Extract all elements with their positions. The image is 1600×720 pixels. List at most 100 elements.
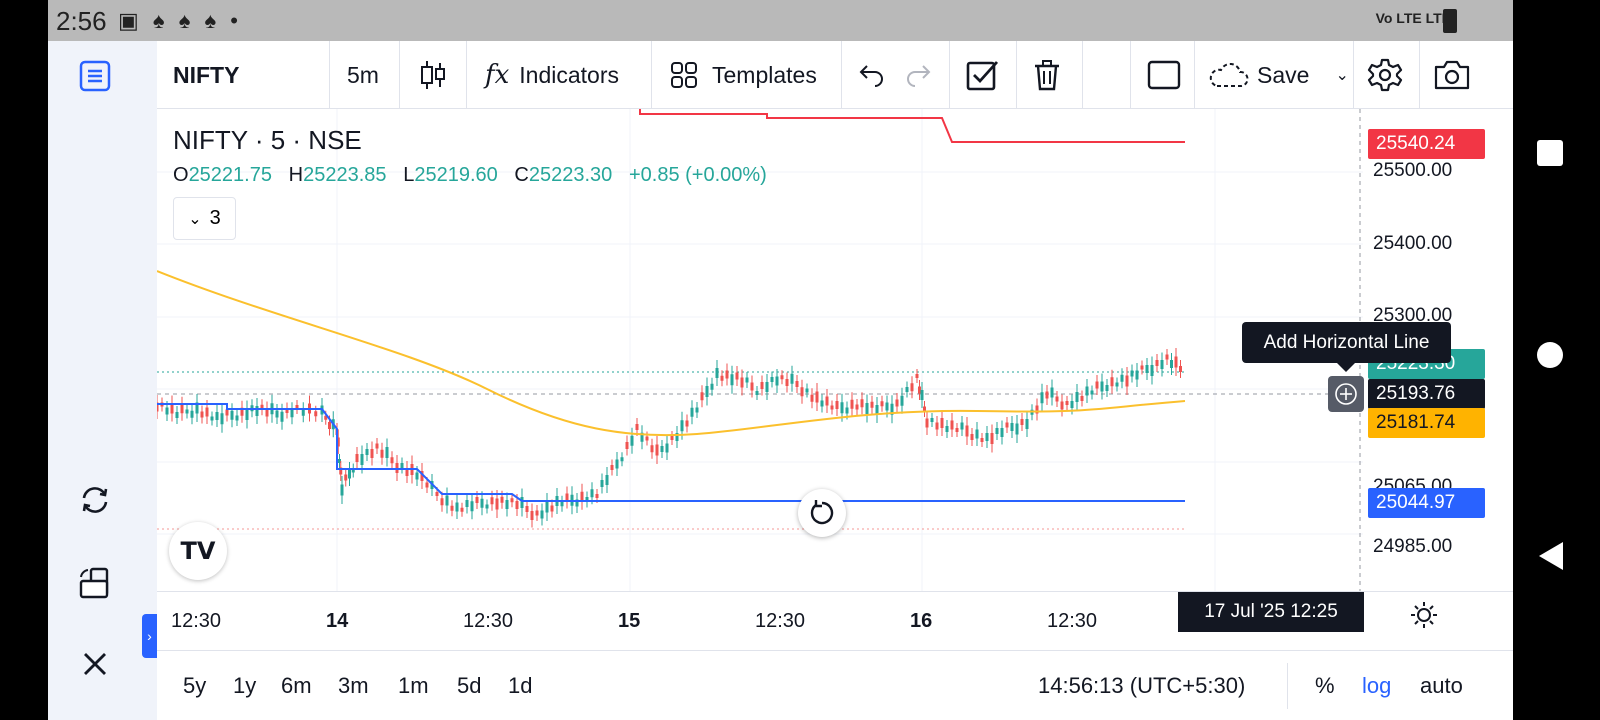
candle-body	[585, 497, 589, 502]
candle-body	[290, 409, 294, 418]
chart-area[interactable]: NIFTY · 5 · NSE O25221.75 H25223.85 L252…	[157, 109, 1513, 650]
candle-body	[260, 404, 264, 410]
candle-body	[1005, 422, 1009, 428]
undo-icon	[859, 65, 883, 87]
rotate-screen-button[interactable]	[70, 558, 120, 608]
candle-body	[895, 399, 899, 407]
candle-body	[255, 406, 259, 416]
symbol-search-button[interactable]: NIFTY	[173, 41, 239, 109]
save-button[interactable]: Save ⌄	[1207, 41, 1349, 109]
candle-body	[465, 500, 469, 507]
candle-body	[935, 422, 939, 430]
plus-circle-icon	[1335, 383, 1357, 405]
candle-body	[1075, 392, 1079, 402]
price-chart[interactable]	[157, 109, 1513, 591]
candle-body	[945, 426, 949, 432]
square-icon	[1147, 60, 1181, 90]
candle-body	[525, 506, 529, 512]
add-horizontal-line-button[interactable]	[1328, 376, 1364, 412]
range-1d[interactable]: 1d	[508, 673, 533, 698]
candle-body	[185, 409, 189, 414]
open-value: 25221.75	[188, 164, 272, 186]
candle-body	[1174, 356, 1178, 368]
candle-body	[600, 480, 604, 487]
battery-icon	[1443, 9, 1457, 33]
candle-body	[339, 467, 343, 475]
candle-body	[314, 411, 318, 417]
time-axis[interactable]: 12:30 14 12:30 15 12:30 16 12:30 17 Jul …	[157, 591, 1513, 650]
menu-button[interactable]	[70, 51, 120, 101]
undo-button[interactable]	[857, 41, 885, 109]
fullscreen-button[interactable]	[1147, 41, 1181, 109]
select-drawing-button[interactable]	[965, 41, 999, 109]
candle-body	[1130, 370, 1134, 377]
range-1y[interactable]: 1y	[233, 673, 257, 698]
rotate-screen-icon	[79, 567, 109, 599]
candle-body	[1135, 370, 1139, 380]
candle-body	[885, 402, 889, 411]
candle-body	[1040, 392, 1044, 404]
auto-toggle[interactable]: auto	[1420, 673, 1463, 698]
add-horizontal-line-tooltip: Add Horizontal Line	[1242, 322, 1451, 363]
sync-button[interactable]	[70, 475, 120, 525]
range-3m[interactable]: 3m	[338, 673, 369, 698]
settings-button[interactable]	[1367, 41, 1403, 109]
clock-timezone[interactable]: 14:56:13 (UTC+5:30)	[1038, 673, 1246, 698]
time-label: 16	[910, 610, 933, 632]
range-5d[interactable]: 5d	[457, 673, 482, 698]
candle-body	[1035, 405, 1039, 414]
price-label: 25300.00	[1373, 305, 1453, 326]
candle-body	[328, 422, 331, 429]
indicators-button[interactable]: fx Indicators	[485, 41, 619, 109]
range-6m[interactable]: 6m	[281, 673, 312, 698]
range-1m[interactable]: 1m	[398, 673, 429, 698]
close-button[interactable]	[70, 639, 120, 689]
candle-body	[615, 459, 619, 469]
interval-button[interactable]: 5m	[347, 41, 379, 109]
redo-button[interactable]	[905, 41, 933, 109]
time-label: 15	[618, 610, 641, 632]
candle-body	[965, 425, 969, 437]
candle-body	[720, 375, 724, 381]
candle-body	[295, 405, 299, 409]
candle-body	[170, 403, 174, 414]
candle-body	[955, 428, 959, 432]
axis-settings-button[interactable]	[1409, 600, 1439, 635]
chart-type-button[interactable]	[419, 41, 447, 109]
templates-button[interactable]: Templates	[670, 41, 817, 109]
range-5y[interactable]: 5y	[183, 673, 207, 698]
time-label: 12:30	[171, 610, 222, 632]
candle-body	[1055, 396, 1059, 402]
percent-toggle[interactable]: %	[1315, 673, 1335, 698]
snapshot-button[interactable]	[1433, 41, 1471, 109]
tooltip-arrow	[1337, 363, 1355, 372]
status-time: 2:56	[56, 6, 107, 36]
reset-chart-button[interactable]	[798, 489, 846, 537]
candles-icon	[421, 61, 445, 89]
candle-body	[740, 377, 744, 388]
interval-label: 5m	[347, 61, 379, 88]
expand-panel-handle[interactable]: ›	[142, 614, 157, 658]
back-button[interactable]	[1539, 542, 1563, 570]
candle-body	[910, 383, 914, 392]
candle-body	[1155, 360, 1159, 366]
close-label: C	[514, 164, 529, 186]
candle-body	[580, 491, 584, 502]
candle-body	[1165, 354, 1169, 360]
tradingview-logo[interactable]: TV	[169, 522, 227, 580]
time-label: 14	[326, 610, 349, 632]
log-toggle[interactable]: log	[1362, 673, 1392, 698]
delete-drawing-button[interactable]	[1033, 41, 1061, 109]
candle-body	[285, 408, 289, 413]
candle-body	[590, 489, 594, 498]
candle-body	[830, 405, 834, 410]
candle-body	[445, 495, 449, 506]
candle-body	[840, 402, 844, 414]
candle-body	[455, 502, 459, 512]
home-button[interactable]	[1537, 342, 1563, 368]
candle-body	[415, 472, 419, 480]
time-label: 12:30	[1047, 610, 1098, 632]
collapse-indicators-button[interactable]: ⌄ 3	[173, 197, 236, 240]
recents-button[interactable]	[1537, 140, 1563, 166]
candle-body	[1170, 360, 1173, 368]
